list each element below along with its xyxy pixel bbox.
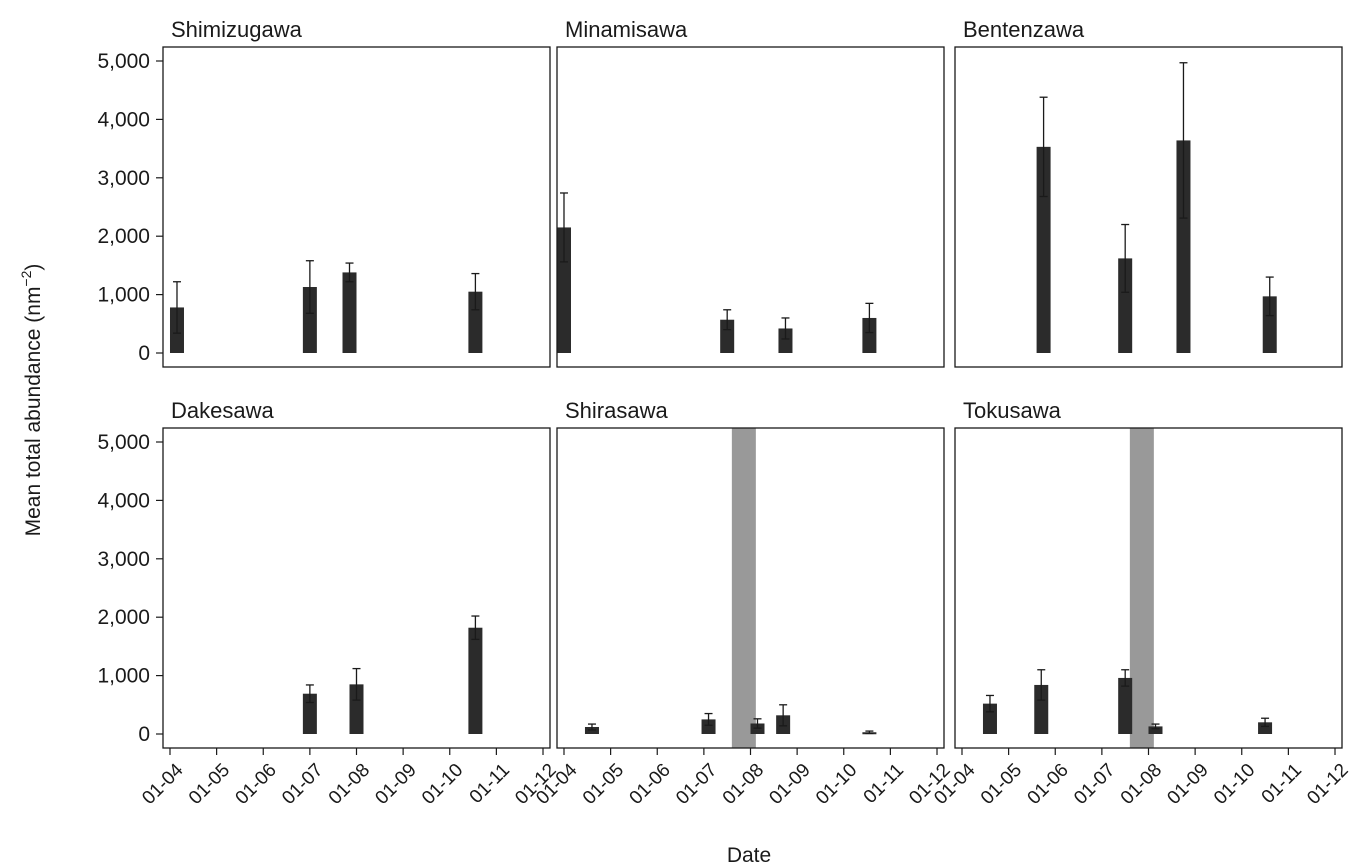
bar [1258, 722, 1273, 734]
x-tick-label: 01-11 [860, 760, 908, 808]
panel-frame [954, 46, 1343, 368]
bar [1262, 296, 1277, 353]
x-tick-label: 01-09 [371, 760, 420, 809]
panel-title: Bentenzawa [963, 17, 1085, 42]
y-tick-label: 5,000 [97, 431, 150, 454]
x-tick-label: 01-12 [1303, 760, 1351, 809]
y-tick-label: 1,000 [97, 284, 150, 307]
bar [1176, 140, 1191, 353]
panel-frame [556, 46, 945, 368]
y-tick-label: 4,000 [97, 489, 150, 512]
shaded-period [731, 428, 756, 748]
x-tick-label: 01-05 [579, 760, 628, 809]
panel-title: Shimizugawa [171, 17, 303, 42]
bar [468, 291, 483, 353]
y-tick-label: 0 [138, 723, 150, 746]
x-tick-label: 01-08 [325, 760, 374, 809]
x-tick-label: 01-10 [418, 760, 467, 809]
bar [1034, 684, 1049, 734]
panel-frame [162, 46, 551, 368]
panel-tokusawa: Tokusawa01-0401-0501-0601-0701-0801-0901… [930, 398, 1351, 809]
x-tick-label: 01-05 [977, 760, 1026, 809]
bar [701, 719, 716, 734]
bar [556, 227, 571, 353]
bar [720, 319, 735, 353]
y-tick-label: 2,000 [97, 606, 150, 629]
x-tick-label: 01-08 [1117, 760, 1166, 809]
bar [778, 328, 793, 353]
y-tick-label: 3,000 [97, 548, 150, 571]
y-tick-label: 3,000 [97, 167, 150, 190]
panels-layer: Shimizugawa 0 1,000 2,000 3,000 4,000 5,000 Min… [97, 17, 1351, 809]
y-axis-title-close: ) [22, 264, 45, 271]
bar [302, 287, 317, 353]
bar [862, 317, 877, 353]
bar [468, 627, 483, 734]
y-tick-label: 0 [138, 342, 150, 365]
panel-title: Dakesawa [171, 398, 274, 423]
shaded-period [1129, 428, 1154, 748]
x-tick-label: 01-06 [1024, 760, 1073, 809]
x-tick-label: 01-09 [765, 760, 814, 809]
x-tick-label: 01-05 [185, 760, 234, 809]
panel-title: Minamisawa [565, 17, 688, 42]
x-tick-label: 01-07 [1070, 760, 1119, 809]
bar [1118, 258, 1133, 353]
x-tick-label: 01-11 [466, 760, 514, 808]
y-axis-title-main: Mean total abundance (nm [22, 287, 45, 537]
x-tick-label: 01-04 [138, 759, 188, 809]
panel-minamisawa: Minamisawa [556, 17, 945, 368]
y-tick-label: 5,000 [97, 50, 150, 73]
x-axis-title: Date [727, 844, 771, 867]
panel-title: Tokusawa [963, 398, 1062, 423]
x-tick-label: 01-10 [1210, 760, 1259, 809]
bar [302, 693, 317, 734]
x-tick-label: 01-08 [719, 760, 768, 809]
panel-title: Shirasawa [565, 398, 668, 423]
panel-dakesawa: Dakesawa01,0002,0003,0004,0005,00001-040… [97, 398, 560, 809]
y-tick-label: 2,000 [97, 225, 150, 248]
bar [1118, 677, 1133, 734]
bar [342, 272, 357, 353]
y-axis-title-superscript: −2 [18, 270, 34, 286]
x-tick-label: 01-06 [626, 760, 675, 809]
x-tick-label: 01-09 [1163, 760, 1212, 809]
panel-shimizugawa: Shimizugawa 0 1,000 2,000 3,000 4,000 5,000 [97, 17, 551, 368]
panel-shirasawa: Shirasawa01-0401-0501-0601-0701-0801-090… [532, 398, 954, 809]
y-tick-label: 4,000 [97, 108, 150, 131]
x-tick-label: 01-10 [812, 760, 861, 809]
y-axis-title: Mean total abundance (nm−2) [18, 264, 45, 537]
bar [1036, 146, 1051, 353]
x-tick-label: 01-07 [672, 760, 721, 809]
x-tick-label: 01-06 [232, 760, 281, 809]
panel-bentenzawa: Bentenzawa [954, 17, 1343, 368]
y-tick-label: 1,000 [97, 665, 150, 688]
x-tick-label: 01-07 [278, 760, 327, 809]
x-tick-label: 01-11 [1258, 760, 1306, 808]
bar [1148, 726, 1163, 734]
bar [349, 684, 364, 734]
